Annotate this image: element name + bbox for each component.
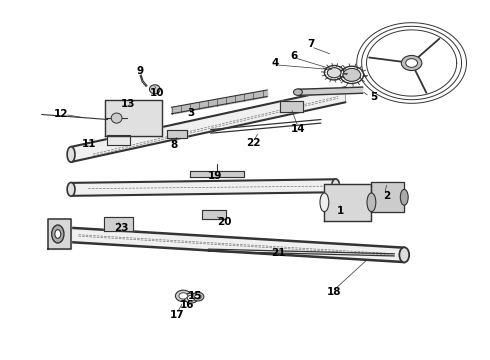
Text: 10: 10 [149,88,164,98]
Ellipse shape [332,179,340,193]
Polygon shape [167,130,187,138]
Text: 4: 4 [271,58,279,68]
Polygon shape [371,182,404,212]
Text: 12: 12 [54,109,69,120]
Polygon shape [202,210,226,219]
Ellipse shape [111,113,122,123]
Ellipse shape [149,85,160,94]
Text: 19: 19 [207,171,222,181]
Ellipse shape [401,55,422,71]
Text: 18: 18 [327,287,342,297]
Text: 21: 21 [271,248,286,258]
Text: 3: 3 [188,108,195,118]
Ellipse shape [175,290,191,302]
Text: 14: 14 [291,124,305,134]
Text: 13: 13 [121,99,136,109]
Polygon shape [105,100,162,136]
Ellipse shape [55,230,61,238]
Text: 6: 6 [291,51,297,61]
Text: 7: 7 [307,39,315,49]
Text: 5: 5 [370,92,377,102]
Ellipse shape [67,183,75,196]
Ellipse shape [51,225,64,243]
Ellipse shape [406,59,417,67]
Ellipse shape [179,293,188,299]
Ellipse shape [367,193,376,212]
Polygon shape [298,87,363,95]
Polygon shape [107,135,130,145]
Polygon shape [71,179,336,196]
Polygon shape [104,217,133,231]
Text: 8: 8 [171,140,177,150]
Ellipse shape [343,68,361,81]
Text: 2: 2 [384,191,391,201]
Ellipse shape [399,247,409,262]
Ellipse shape [67,147,75,162]
Polygon shape [48,219,71,249]
Ellipse shape [400,189,408,205]
Text: 11: 11 [82,139,97,149]
Text: 20: 20 [217,217,232,228]
Text: 22: 22 [246,138,261,148]
Text: 9: 9 [136,66,143,76]
Polygon shape [66,228,404,262]
Polygon shape [190,171,244,177]
Ellipse shape [192,292,204,301]
Text: 1: 1 [337,206,344,216]
Text: 23: 23 [114,222,129,233]
Text: 17: 17 [170,310,185,320]
Polygon shape [71,87,345,162]
Text: 15: 15 [188,291,202,301]
Ellipse shape [327,68,341,78]
Ellipse shape [195,294,201,299]
Ellipse shape [294,89,302,95]
Ellipse shape [187,295,195,301]
Ellipse shape [184,293,198,303]
Text: 16: 16 [180,300,195,310]
Ellipse shape [320,193,329,212]
Polygon shape [324,184,371,221]
Polygon shape [280,101,303,112]
